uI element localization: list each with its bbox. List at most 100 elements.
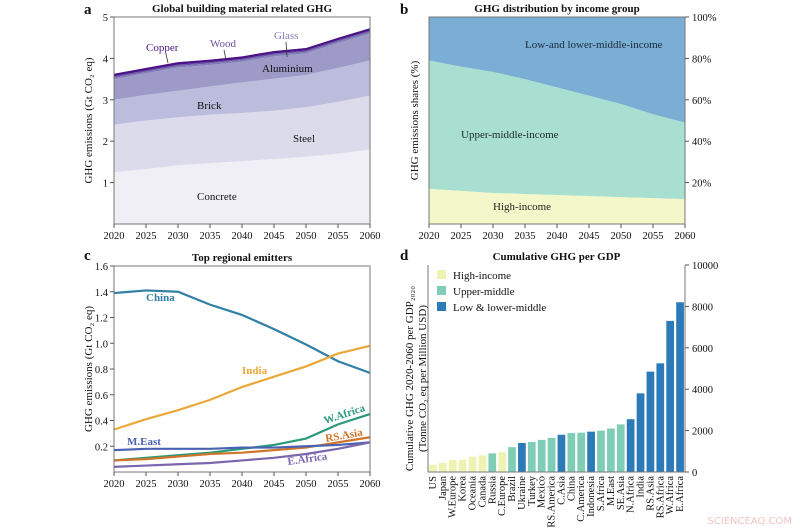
- category-label: Oceania: [467, 476, 478, 511]
- category-label: RS.America: [547, 476, 558, 528]
- x-tick-label: 2025: [451, 231, 472, 242]
- category-label: W.Europe: [448, 476, 459, 518]
- bar: [429, 464, 437, 472]
- category-label: Korea: [458, 476, 469, 502]
- watermark: SCIENCEAQ.COM: [707, 516, 792, 527]
- area-aluminium: [114, 33, 370, 100]
- bar: [587, 431, 595, 472]
- legend-label: Upper-middle: [453, 286, 515, 298]
- y-axis-label: GHG emissions shares (%): [409, 60, 421, 180]
- series-label-wood: Wood: [210, 38, 237, 50]
- area-steel: [114, 95, 370, 173]
- x-tick-label: 2055: [328, 479, 349, 490]
- y-tick-label: 0.4: [95, 417, 109, 428]
- x-tick-label: 2060: [360, 231, 381, 242]
- y-tick-label: 4000: [692, 385, 713, 396]
- category-label: RS.Asia: [645, 476, 656, 511]
- line-india: [113, 344, 371, 431]
- line-rs-asia: [113, 436, 371, 462]
- category-label: SE.Asia: [616, 476, 627, 510]
- bar: [646, 371, 655, 472]
- bar: [626, 419, 635, 472]
- panel-letter: d: [400, 248, 409, 264]
- legend-swatch: [437, 270, 446, 279]
- category-label: S.Africa: [596, 476, 607, 512]
- bar: [597, 430, 605, 472]
- x-tick-label: 2045: [264, 479, 285, 490]
- x-tick-label: 2030: [483, 231, 504, 242]
- series-label-brick: Brick: [197, 100, 222, 112]
- leader-line: [165, 53, 169, 64]
- bar: [488, 453, 497, 472]
- axes-frame: [427, 265, 686, 473]
- area-glass: [114, 31, 370, 80]
- y-tick-label: 40%: [692, 137, 712, 148]
- leader-line: [285, 41, 288, 58]
- category-label: W.Africa: [665, 476, 676, 515]
- category-label: US: [428, 476, 439, 490]
- line-e-africa: [113, 441, 371, 468]
- y-tick-label: 4: [103, 54, 109, 65]
- x-tick-label: 2050: [296, 231, 317, 242]
- line-w-africa: [113, 413, 371, 462]
- x-tick-label: 2020: [104, 479, 125, 490]
- x-tick-label: 2045: [264, 231, 285, 242]
- x-tick-label: 2025: [136, 231, 157, 242]
- y-tick-label: 2000: [692, 427, 713, 438]
- category-label: Canada: [477, 476, 488, 508]
- x-tick-label: 2055: [328, 231, 349, 242]
- leader-line: [223, 49, 227, 61]
- series-label-copper: Copper: [146, 42, 179, 54]
- panel-letter: c: [84, 248, 91, 264]
- x-tick-label: 2035: [515, 231, 536, 242]
- category-label: Indonesia: [586, 476, 597, 517]
- x-tick-label: 2050: [611, 231, 632, 242]
- category-label: China: [566, 476, 577, 501]
- area-high-income: [429, 188, 685, 224]
- bar: [557, 434, 566, 472]
- category-label: C.Europe: [497, 476, 508, 516]
- line-m-east: [113, 441, 371, 452]
- y-tick-label: 3: [103, 96, 108, 107]
- category-label: RS.Africa: [655, 476, 666, 519]
- area-upper-middle-income: [429, 60, 685, 200]
- chart-title: GHG distribution by income group: [474, 3, 639, 15]
- panel-b: b GHG distribution by income group 2020 202…: [400, 2, 717, 242]
- category-label: C.America: [576, 476, 587, 522]
- x-tick-label: 2045: [579, 231, 600, 242]
- line-china: [113, 289, 371, 374]
- bar: [567, 433, 576, 472]
- category-label: Russia: [487, 476, 498, 504]
- y-axis-label-units: (Tonne CO₂ eq per Million USD): [417, 305, 429, 452]
- panel-c: c Top regional emitters 2020 2025 2030 2035 20…: [83, 248, 381, 490]
- x-tick-label: 2060: [675, 231, 696, 242]
- series-label-m-east: M.East: [127, 436, 161, 448]
- series-label-india: India: [242, 365, 268, 377]
- category-label: India: [636, 476, 647, 498]
- x-tick-label: 2030: [168, 231, 189, 242]
- category-label: M.East: [606, 476, 617, 506]
- category-label: Brazil: [507, 476, 518, 502]
- category-label: N.Africa: [626, 476, 637, 513]
- area-concrete: [114, 149, 370, 224]
- bar: [478, 455, 487, 472]
- panel-letter: b: [400, 2, 408, 18]
- chart-title: Top regional emitters: [192, 252, 293, 264]
- panel-a: a Global building material related GHG 202…: [83, 2, 381, 242]
- series-label-e-africa: E.Africa: [287, 450, 329, 468]
- chart-title: Global building material related GHG: [152, 3, 333, 15]
- y-tick-label: 1: [103, 179, 108, 190]
- bar: [508, 447, 516, 472]
- y-tick-label: 5: [103, 13, 108, 24]
- x-tick-label: 2050: [296, 479, 317, 490]
- category-label: C.Asia: [556, 476, 567, 505]
- bar: [518, 443, 526, 472]
- legend-swatch: [437, 302, 446, 311]
- x-tick-label: 2020: [104, 231, 125, 242]
- y-tick-label: 60%: [692, 96, 712, 107]
- y-tick-label: 0.2: [95, 442, 108, 453]
- x-tick-label: 2020: [419, 231, 440, 242]
- panel-d: d Cumulative GHG per GDP USJapanW.EuropeKo…: [400, 248, 718, 528]
- series-label-steel: Steel: [293, 133, 315, 145]
